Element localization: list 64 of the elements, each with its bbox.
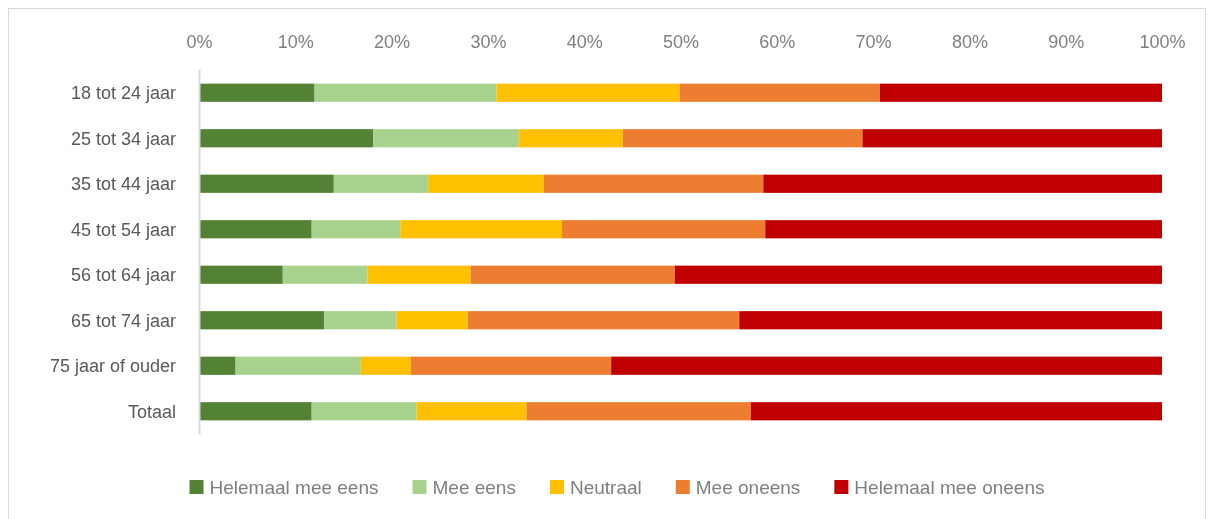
bar xyxy=(750,402,1162,421)
x-tick-label: 20% xyxy=(374,32,411,53)
x-tick-label: 100% xyxy=(1139,32,1186,53)
bar xyxy=(373,129,519,148)
legend-label: Helemaal mee oneens xyxy=(854,476,1045,498)
legend-label: Mee eens xyxy=(432,476,516,498)
legend-label: Mee oneens xyxy=(695,476,801,498)
bar xyxy=(543,174,764,193)
bar xyxy=(333,174,429,193)
bar xyxy=(199,174,334,193)
bar xyxy=(235,356,361,375)
bar xyxy=(679,83,880,102)
x-tick-label: 60% xyxy=(759,32,796,53)
bar xyxy=(763,174,1162,193)
bar xyxy=(518,129,623,148)
x-tick-label: 80% xyxy=(951,32,988,53)
bar xyxy=(199,129,374,148)
bar xyxy=(199,265,283,284)
bar xyxy=(416,402,527,421)
bar xyxy=(674,265,1162,284)
y-tick-label: 75 jaar of ouder xyxy=(49,356,176,377)
bar xyxy=(199,83,315,102)
y-tick-label: Totaal xyxy=(127,401,176,422)
bar xyxy=(360,356,411,375)
bar xyxy=(765,220,1162,239)
x-tick-label: 0% xyxy=(186,32,213,53)
x-tick-label: 70% xyxy=(855,32,892,53)
x-tick-label: 10% xyxy=(277,32,314,53)
bar xyxy=(622,129,863,148)
bar xyxy=(311,402,417,421)
bar xyxy=(562,220,766,239)
bar xyxy=(879,83,1162,102)
bar xyxy=(410,356,612,375)
y-tick-label: 25 tot 34 jaar xyxy=(70,128,176,149)
bar xyxy=(324,311,397,330)
y-tick-label: 35 tot 44 jaar xyxy=(70,174,176,195)
bar xyxy=(862,129,1162,148)
x-tick-label: 40% xyxy=(566,32,603,53)
bar xyxy=(396,311,468,330)
y-tick-label: 56 tot 64 jaar xyxy=(70,265,176,286)
bar xyxy=(199,311,325,330)
legend-label: Helemaal mee eens xyxy=(209,476,379,498)
bar xyxy=(496,83,680,102)
y-tick-label: 18 tot 24 jaar xyxy=(70,83,176,104)
bar xyxy=(311,220,401,239)
bar xyxy=(199,402,312,421)
bar xyxy=(739,311,1162,330)
bar xyxy=(314,83,497,102)
bar xyxy=(428,174,544,193)
bar xyxy=(467,311,740,330)
x-tick-label: 90% xyxy=(1048,32,1085,53)
y-tick-label: 45 tot 54 jaar xyxy=(70,219,176,240)
bar xyxy=(367,265,471,284)
bar xyxy=(400,220,563,239)
bar xyxy=(199,356,236,375)
legend-label: Neutraal xyxy=(569,476,642,498)
x-tick-label: 30% xyxy=(470,32,507,53)
bar xyxy=(526,402,751,421)
bar xyxy=(282,265,368,284)
bar xyxy=(470,265,675,284)
y-tick-label: 65 tot 74 jaar xyxy=(70,310,176,331)
x-tick-label: 50% xyxy=(662,32,700,53)
bar xyxy=(199,220,312,239)
bar xyxy=(611,356,1162,375)
